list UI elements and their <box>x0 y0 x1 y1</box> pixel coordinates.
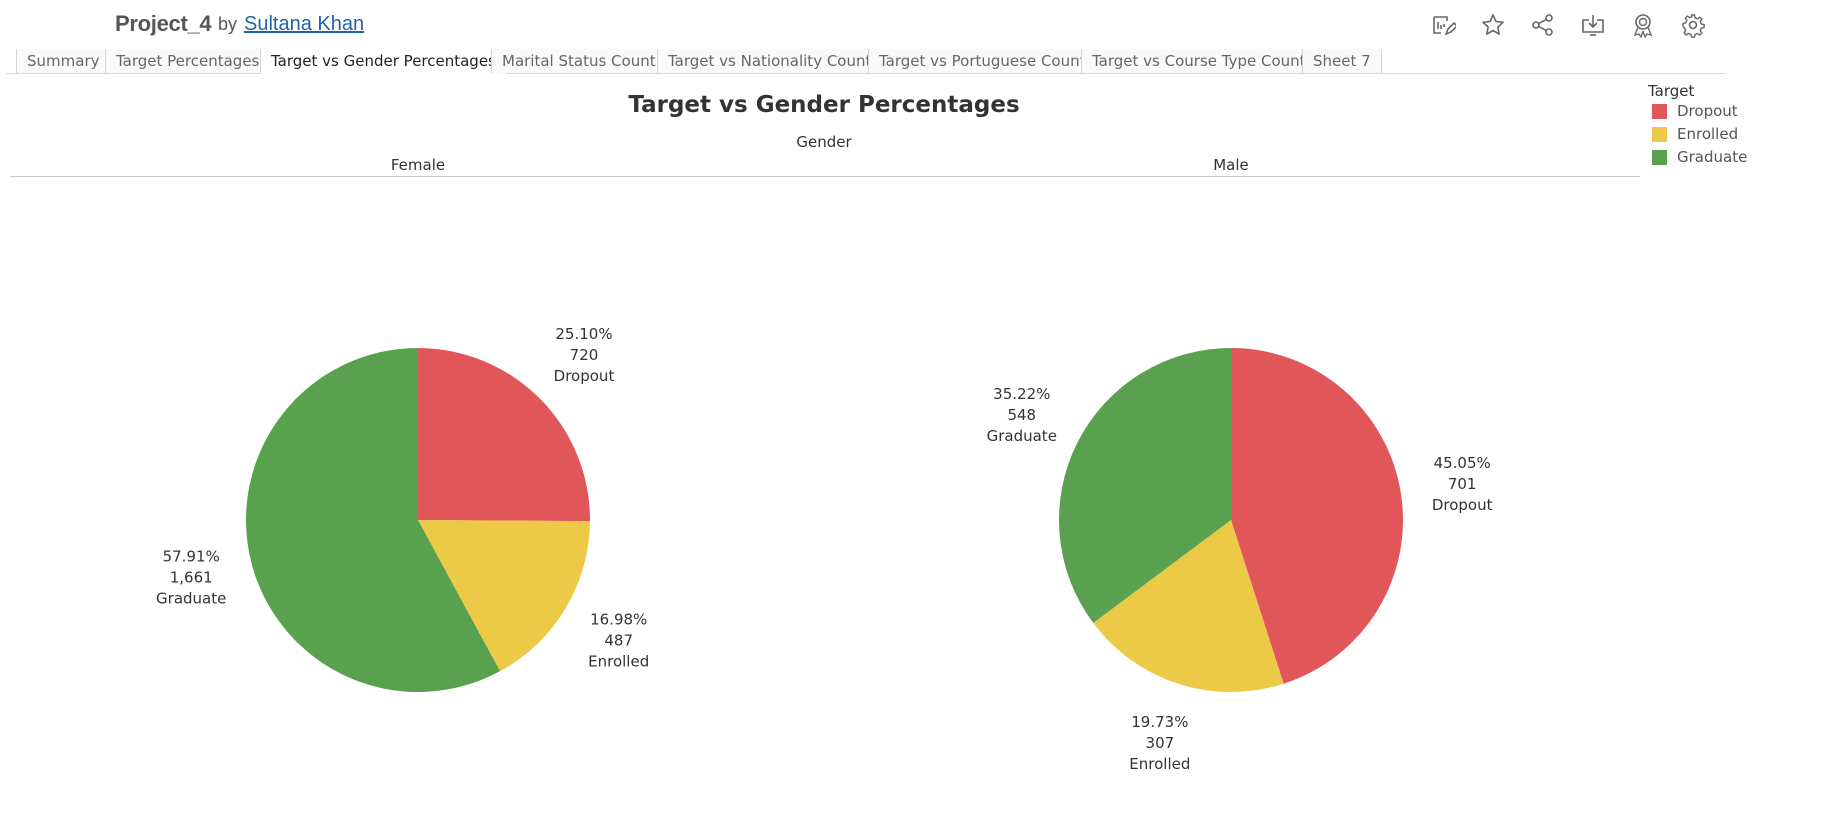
share-icon[interactable] <box>1530 12 1556 38</box>
data-label-female-dropout: 25.10% 720 Dropout <box>554 325 615 385</box>
tab-target-vs-gender-percentages[interactable]: Target vs Gender Percentages <box>260 49 506 74</box>
tab-target-vs-course-type-count[interactable]: Target vs Course Type Count <box>1081 49 1316 73</box>
tab-target-vs-nationality-count[interactable]: Target vs Nationality Count <box>657 49 882 73</box>
edit-icon[interactable] <box>1430 12 1459 38</box>
legend-item-enrolled[interactable]: Enrolled <box>1652 123 1848 146</box>
percent-label: 25.10% <box>555 325 612 343</box>
pane-header-female: Female <box>390 156 446 174</box>
pie-charts: 25.10% 720 Dropout 16.98% 487 Enrolled 57.91% 1… <box>156 325 1493 773</box>
percent-label: 45.05% <box>1434 454 1491 472</box>
pane-header-male: Male <box>1213 156 1249 174</box>
project-title: Project_4 <box>115 11 212 36</box>
count-label: 307 <box>1146 734 1175 752</box>
download-icon[interactable] <box>1580 12 1606 38</box>
tab-sheet-7[interactable]: Sheet 7 <box>1302 49 1382 73</box>
legend-swatch-dropout <box>1652 104 1667 119</box>
author-link[interactable]: Sultana Khan <box>244 13 365 35</box>
data-label-male-dropout: 45.05% 701 Dropout <box>1432 454 1493 514</box>
legend-label: Graduate <box>1677 148 1748 166</box>
category-label: Graduate <box>156 590 226 608</box>
data-label-male-enrolled: 19.73% 307 Enrolled <box>1129 713 1190 773</box>
count-label: 487 <box>604 631 633 649</box>
legend-label: Dropout <box>1677 102 1738 120</box>
toolbar <box>1430 12 1710 39</box>
percent-label: 57.91% <box>163 548 220 566</box>
badge-icon[interactable] <box>1630 12 1656 39</box>
legend-item-dropout[interactable]: Dropout <box>1652 100 1848 123</box>
app-header: Project_4 by Sultana Khan <box>0 0 1848 50</box>
tab-marital-status-count[interactable]: Marital Status Count <box>491 49 666 73</box>
pie-slice-female-dropout[interactable] <box>418 348 591 522</box>
pie-slice-male-graduate[interactable] <box>1059 348 1231 623</box>
sheet-tabs: Summary Target Percentages Target vs Gen… <box>6 49 1726 74</box>
pie-slice-female-graduate[interactable] <box>245 348 501 693</box>
legend-swatch-enrolled <box>1652 127 1667 142</box>
category-label: Enrolled <box>588 652 649 670</box>
star-icon[interactable] <box>1480 12 1506 38</box>
header-divider <box>10 176 1640 177</box>
tab-summary[interactable]: Summary <box>16 49 110 73</box>
pie-slice-female-enrolled[interactable] <box>418 520 590 672</box>
category-label: Dropout <box>1432 496 1493 514</box>
pie-slice-male-enrolled[interactable] <box>1093 520 1284 692</box>
column-header-gender: Gender <box>796 133 852 151</box>
data-label-female-graduate: 57.91% 1,661 Graduate <box>156 548 226 608</box>
percent-label: 35.22% <box>993 385 1050 403</box>
percent-label: 19.73% <box>1131 713 1188 731</box>
gear-icon[interactable] <box>1680 12 1706 38</box>
legend: Target Dropout Enrolled Graduate <box>1648 82 1848 169</box>
tab-target-vs-portuguese-count[interactable]: Target vs Portuguese Count <box>868 49 1096 73</box>
category-label: Graduate <box>987 427 1057 445</box>
count-label: 548 <box>1007 406 1036 424</box>
percent-label: 16.98% <box>590 610 647 628</box>
count-label: 701 <box>1448 475 1477 493</box>
count-label: 1,661 <box>170 569 213 587</box>
count-label: 720 <box>570 346 599 364</box>
pie-slice-male-dropout[interactable] <box>1231 348 1403 684</box>
by-text: by <box>218 14 238 34</box>
view-title: Target vs Gender Percentages <box>628 92 1020 118</box>
category-label: Enrolled <box>1129 755 1190 773</box>
tab-target-percentages[interactable]: Target Percentages <box>105 49 270 73</box>
legend-label: Enrolled <box>1677 125 1739 143</box>
legend-title: Target <box>1648 82 1695 100</box>
legend-swatch-graduate <box>1652 150 1667 165</box>
category-label: Dropout <box>554 367 615 385</box>
data-label-male-graduate: 35.22% 548 Graduate <box>987 385 1057 445</box>
data-label-female-enrolled: 16.98% 487 Enrolled <box>588 610 649 670</box>
legend-item-graduate[interactable]: Graduate <box>1652 146 1848 169</box>
